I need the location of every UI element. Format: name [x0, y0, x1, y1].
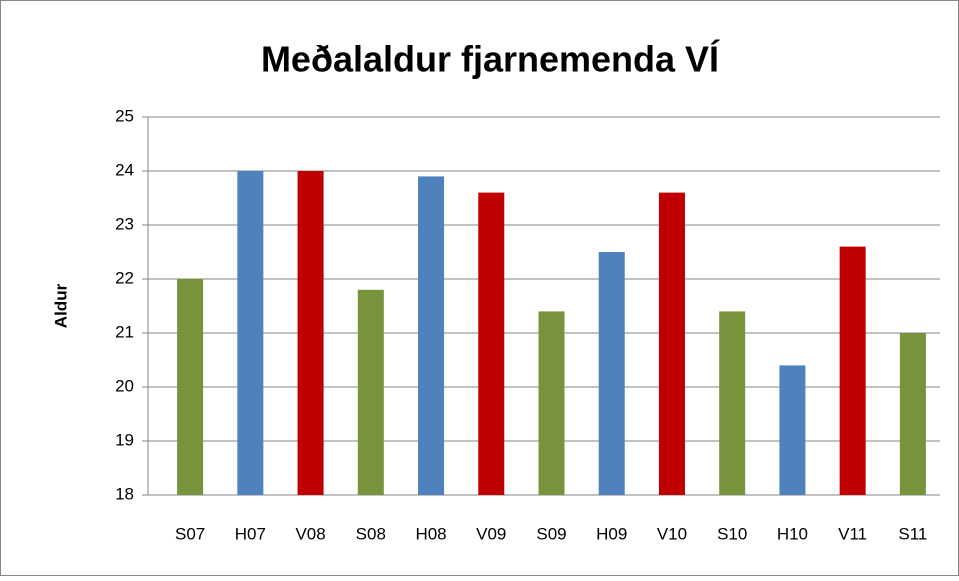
bar — [839, 246, 866, 495]
x-tick-label: S09 — [536, 524, 566, 543]
bar — [899, 333, 926, 495]
x-tick-label: S07 — [175, 524, 205, 543]
bar — [719, 311, 746, 495]
x-tick-label: S11 — [898, 524, 927, 543]
bar — [297, 171, 324, 495]
y-tick-label: 24 — [115, 160, 134, 179]
bar — [598, 252, 625, 495]
bar — [357, 289, 384, 495]
chart-title: Meðalaldur fjarnemenda VÍ — [261, 39, 720, 80]
x-tick-label: V08 — [295, 524, 325, 543]
x-tick-label: H08 — [415, 524, 446, 543]
y-tick-label: 23 — [115, 214, 134, 233]
bar — [658, 192, 685, 495]
x-tick-label: V09 — [476, 524, 506, 543]
bar — [418, 176, 445, 495]
y-tick-label: 19 — [115, 430, 134, 449]
bar — [478, 192, 505, 495]
y-tick-label: 21 — [115, 322, 134, 341]
x-tick-label: V11 — [838, 524, 867, 543]
bar — [177, 279, 204, 495]
bar — [538, 311, 565, 495]
x-tick-label: H10 — [777, 524, 808, 543]
bar — [779, 365, 806, 495]
y-tick-label: 22 — [115, 268, 134, 287]
y-tick-label: 25 — [115, 106, 134, 125]
bar — [237, 171, 264, 495]
x-tick-label: S10 — [717, 524, 747, 543]
x-tick-label: S08 — [356, 524, 386, 543]
x-tick-label: V10 — [657, 524, 687, 543]
y-axis-label: Aldur — [51, 283, 70, 328]
y-tick-label: 18 — [115, 484, 134, 503]
y-tick-label: 20 — [115, 376, 134, 395]
x-tick-label: H07 — [235, 524, 266, 543]
x-tick-label: H09 — [596, 524, 627, 543]
